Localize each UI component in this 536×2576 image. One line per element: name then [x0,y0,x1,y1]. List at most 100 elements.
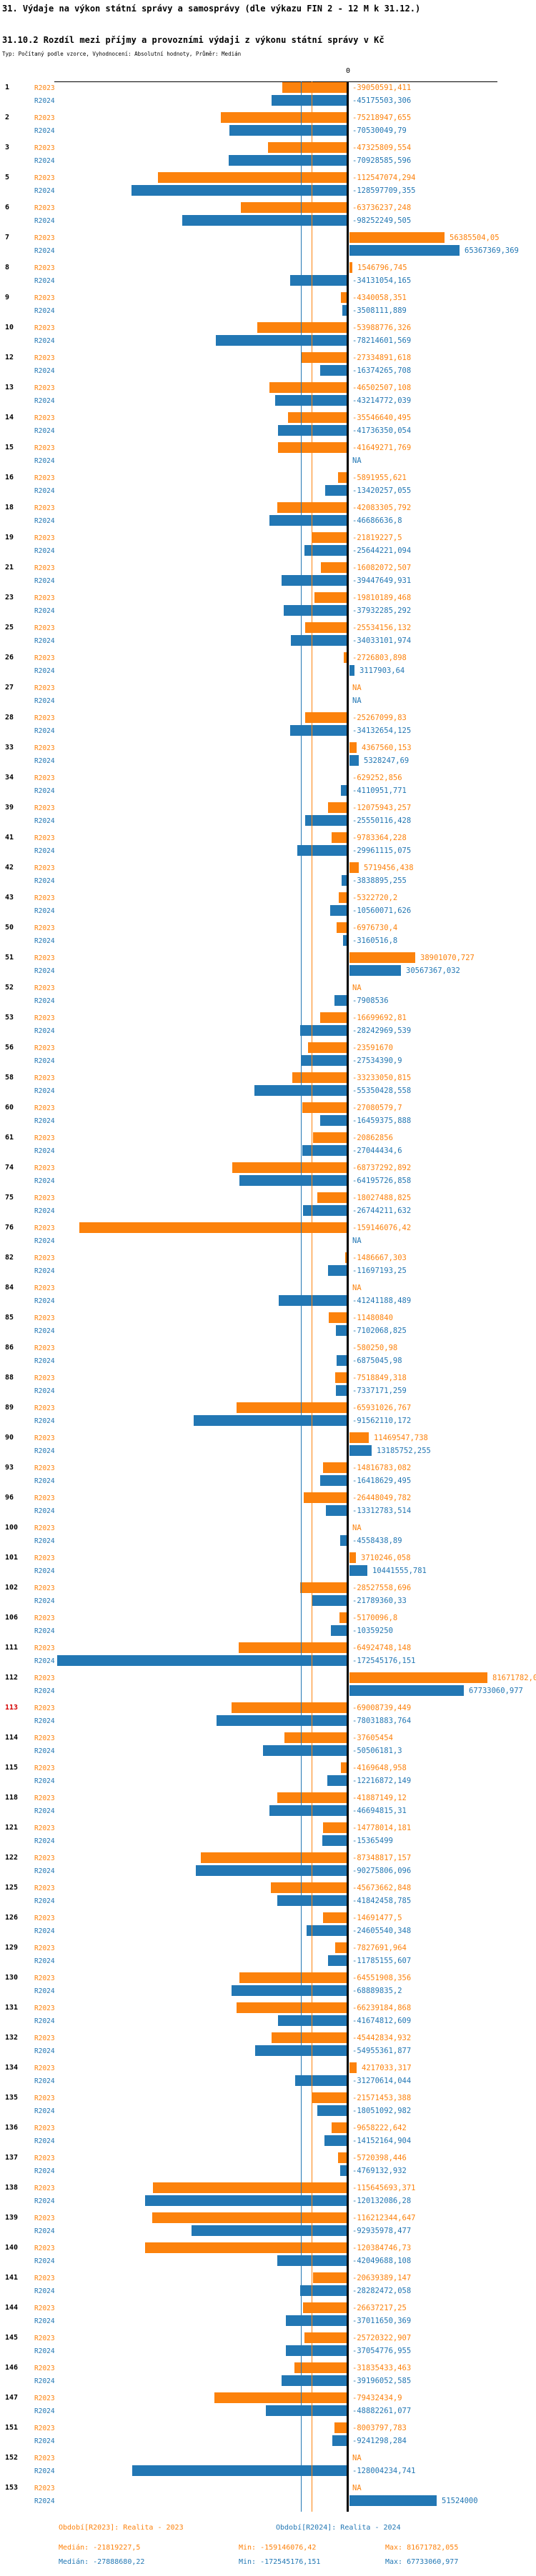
series-label-r2024: R2024 [34,457,55,465]
series-label-r2024: R2024 [34,2317,55,2325]
value-label-r2023: -115645693,371 [352,2184,416,2192]
bar-r2024 [303,1205,348,1216]
stat-max-r2024: Max: 67733060,977 [385,2558,459,2566]
value-label-r2024: -39196052,585 [352,2377,412,2385]
bar-r2023 [300,1582,348,1593]
bar-r2024 [307,1925,348,1936]
bar-r2023 [321,562,348,573]
value-label-r2023: -33233050,815 [352,1074,412,1082]
series-label-r2023: R2023 [34,114,55,122]
value-label-r2023: 11469547,738 [374,1434,428,1442]
series-label-r2024: R2024 [34,307,55,315]
series-label-r2023: R2023 [34,774,55,782]
value-label-r2023: -27080579,7 [352,1104,402,1112]
bar-r2023 [334,2422,348,2433]
bar-r2024 [349,245,460,256]
value-label-r2023: -26448049,782 [352,1494,412,1502]
bar-r2024 [290,275,348,286]
value-label-r2024: -25644221,094 [352,546,412,555]
series-label-r2023: R2023 [34,2485,55,2492]
value-label-r2024: 5328247,69 [364,757,410,765]
row-number: 147 [5,2394,19,2402]
series-label-r2024: R2024 [34,2077,55,2085]
series-label-r2024: R2024 [34,187,55,195]
row-number: 15 [5,444,14,451]
value-label-r2023: -41887149,12 [352,1794,407,1802]
bar-r2023 [302,352,348,363]
bar-r2024 [145,2195,348,2206]
value-label-r2023: -1486667,303 [352,1254,407,1262]
series-label-r2023: R2023 [34,414,55,422]
row-number: 10 [5,324,14,331]
row-number: 7 [5,234,10,241]
value-label-r2023: -25534156,132 [352,624,412,632]
series-label-r2024: R2024 [34,1417,55,1425]
series-label-r2024: R2024 [34,1657,55,1665]
value-label-r2023: 1546796,745 [357,264,407,272]
row-number: 76 [5,1224,14,1232]
row-number: 93 [5,1464,14,1472]
bar-r2024 [217,1715,348,1726]
bar-r2024 [336,1325,348,1336]
bar-r2024 [291,635,348,646]
value-label-r2023: -26637217,25 [352,2304,407,2312]
row-number: 74 [5,1164,14,1172]
series-label-r2023: R2023 [34,174,55,182]
series-label-r2024: R2024 [34,727,55,735]
row-number: 141 [5,2274,19,2282]
value-label-r2023: NA [352,1284,362,1292]
value-label-r2023: -25720322,907 [352,2334,412,2342]
series-label-r2024: R2024 [34,1627,55,1635]
bar-r2023 [305,712,348,723]
value-label-r2024: 30567367,032 [406,967,460,975]
series-label-r2024: R2024 [34,1027,55,1035]
row-number: 121 [5,1824,19,1832]
bar-r2023 [214,2392,348,2403]
value-label-r2024: -25550116,428 [352,817,412,825]
bar-r2024 [349,2495,437,2506]
series-label-r2023: R2023 [34,1494,55,1502]
bar-r2023 [201,1852,348,1863]
row-number: 9 [5,294,10,301]
series-label-r2023: R2023 [34,2245,55,2252]
bar-r2023 [338,2152,348,2163]
chart-type-note: Typ: Počítaný podle vzorce, Vyhodnocení:… [2,51,242,57]
row-number: 134 [5,2064,19,2072]
row-number: 102 [5,1584,19,1592]
row-number: 151 [5,2424,19,2432]
bar-r2023 [272,2032,348,2043]
series-label-r2023: R2023 [34,1914,55,1922]
row-number: 106 [5,1614,19,1622]
series-label-r2023: R2023 [34,264,55,272]
value-label-r2024: -34132654,125 [352,727,412,735]
bar-r2024 [282,2375,348,2386]
row-number: 138 [5,2184,19,2192]
series-label-r2024: R2024 [34,877,55,885]
value-label-r2023: -9783364,228 [352,834,407,842]
row-number: 16 [5,474,14,481]
bar-r2024 [232,1985,348,1996]
bar-r2024 [328,1955,348,1966]
series-label-r2024: R2024 [34,1057,55,1065]
value-label-r2023: -53988776,326 [352,324,412,332]
series-label-r2023: R2023 [34,1254,55,1262]
bar-r2023 [277,1792,348,1803]
series-label-r2023: R2023 [34,2155,55,2162]
value-label-r2024: -3508111,889 [352,306,407,315]
series-label-r2023: R2023 [34,654,55,662]
value-label-r2024: -41674812,609 [352,2017,412,2025]
value-label-r2023: NA [352,2454,362,2462]
bar-r2023 [232,1162,348,1173]
bar-r2024 [269,1805,348,1816]
bar-r2024 [269,515,348,526]
value-label-r2024: -11697193,25 [352,1267,407,1275]
bar-r2024 [229,125,348,136]
series-label-r2023: R2023 [34,1824,55,1832]
value-label-r2023: -7827691,964 [352,1944,407,1952]
value-label-r2023: -19810189,468 [352,594,412,602]
value-label-r2024: -16418629,495 [352,1477,412,1485]
row-number: 126 [5,1914,19,1922]
series-label-r2024: R2024 [34,1537,55,1545]
bar-r2023 [292,1072,348,1083]
value-label-r2023: -116212344,647 [352,2214,416,2222]
